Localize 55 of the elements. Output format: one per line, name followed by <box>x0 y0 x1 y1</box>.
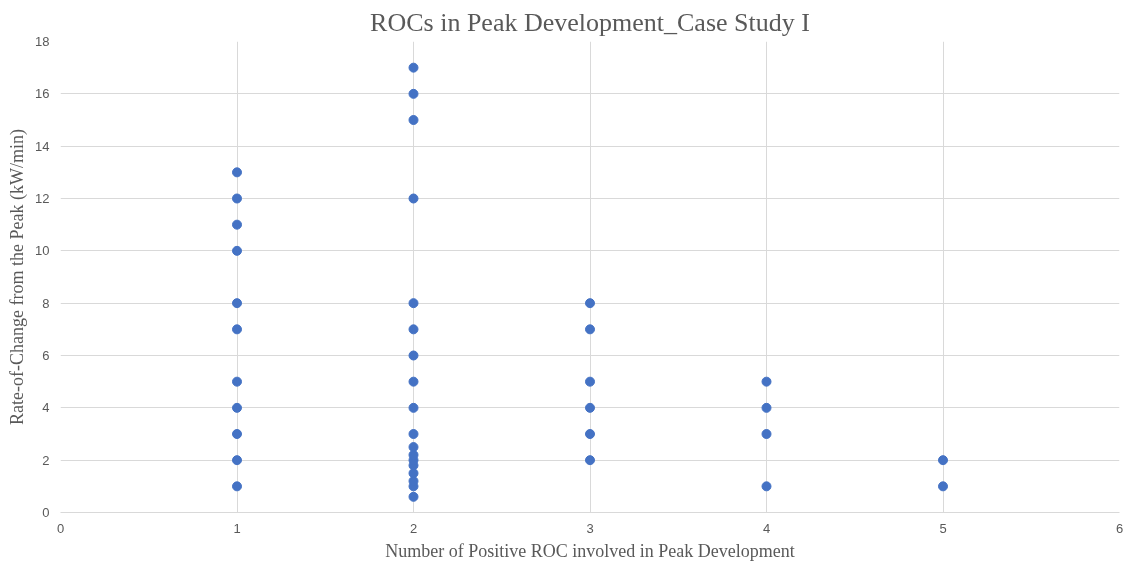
point <box>585 455 595 466</box>
point <box>232 481 242 492</box>
point <box>585 402 595 413</box>
point <box>761 481 772 492</box>
point <box>232 324 242 335</box>
point <box>761 402 772 413</box>
point <box>585 376 595 387</box>
point <box>232 429 242 439</box>
x-tick-label: 6 <box>1115 520 1124 536</box>
y-tick-label: 4 <box>42 400 50 416</box>
y-tick-label: 12 <box>35 191 50 206</box>
point <box>232 376 242 387</box>
point <box>408 491 419 502</box>
point <box>232 245 242 256</box>
x-tick-label: 2 <box>409 520 418 536</box>
point <box>938 455 948 466</box>
y-tick-label: 0 <box>42 505 50 520</box>
point <box>232 219 242 230</box>
x-tick-label: 0 <box>56 520 65 536</box>
point <box>408 402 419 413</box>
point <box>585 298 595 309</box>
point <box>232 402 242 413</box>
point <box>408 115 419 125</box>
y-axis-title: Rate-of-Change from the Peak (kW/min) <box>7 129 29 425</box>
point <box>232 193 242 204</box>
y-tick-label: 10 <box>35 243 50 259</box>
x-tick-label: 4 <box>762 520 771 536</box>
point <box>408 429 419 439</box>
x-tick-label: 5 <box>939 520 947 536</box>
point <box>408 62 419 73</box>
y-tick-label: 8 <box>42 295 50 311</box>
point <box>761 429 772 439</box>
point <box>408 468 419 479</box>
y-tick-label: 2 <box>42 452 50 468</box>
point <box>408 324 419 335</box>
chart-title: ROCs in Peak Development_Case Study I <box>370 7 810 37</box>
point <box>408 298 419 309</box>
point <box>232 167 242 178</box>
point <box>408 350 419 361</box>
point <box>232 455 242 466</box>
x-tick-label: 3 <box>586 520 594 536</box>
y-tick-label: 18 <box>35 34 50 49</box>
y-tick-label: 14 <box>35 138 50 154</box>
y-tick-label: 16 <box>35 86 50 102</box>
y-tick-label: 6 <box>42 348 50 363</box>
point <box>761 376 772 387</box>
point <box>408 88 419 99</box>
point <box>585 324 595 335</box>
x-axis-title: Number of Positive ROC involved in Peak Development <box>385 540 795 561</box>
point <box>408 376 419 387</box>
point <box>938 481 948 492</box>
point <box>585 429 595 439</box>
point <box>232 298 242 309</box>
point <box>408 193 419 204</box>
x-tick-label: 1 <box>233 520 241 536</box>
